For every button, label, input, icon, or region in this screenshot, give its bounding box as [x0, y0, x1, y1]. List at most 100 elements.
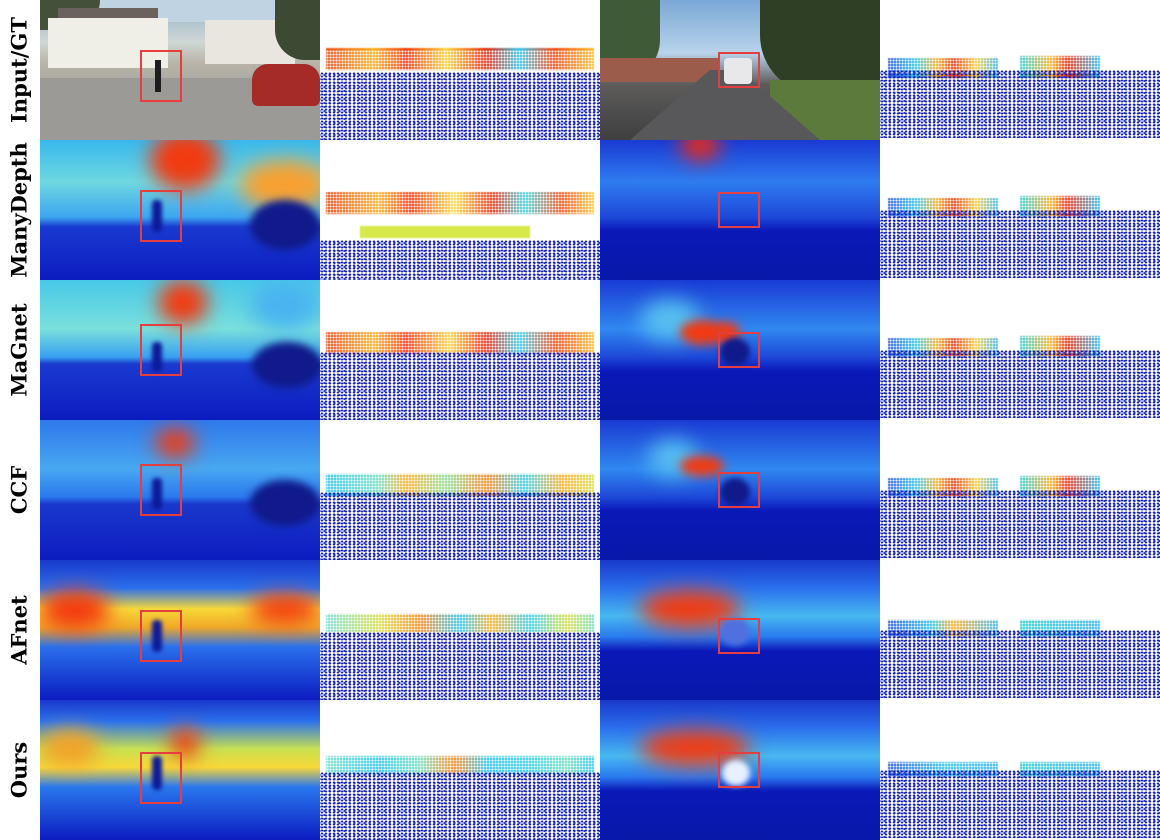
highlight-box	[140, 752, 182, 804]
highlight-box	[140, 190, 182, 242]
row-label-text: Input/GT	[6, 17, 32, 123]
row-label-text: AFnet	[6, 595, 32, 665]
pedestrian-silhouette	[152, 756, 162, 790]
row-label: Input/GT	[0, 0, 38, 140]
figure-row-manydepth: ManyDepth	[0, 140, 1160, 280]
van-silhouette	[720, 618, 750, 646]
error-map-scene-2	[880, 280, 1160, 420]
depth-blob-near	[155, 428, 195, 458]
sparse-ground-points	[880, 770, 1160, 838]
row-label: CCF	[0, 420, 38, 560]
depth-map-scene-2	[600, 700, 880, 840]
depth-blob-near	[40, 730, 100, 766]
error-map-scene-2	[880, 560, 1160, 700]
depth-blob-near	[40, 590, 110, 630]
pedestrian	[155, 60, 161, 92]
error-map-scene-1	[320, 560, 600, 700]
van-silhouette	[720, 338, 750, 366]
input-image-scene-1	[40, 0, 320, 140]
pedestrian-silhouette	[152, 200, 162, 232]
row-label: MaGnet	[0, 280, 38, 420]
sparse-gaps	[320, 330, 600, 354]
sparse-ground-points	[880, 70, 1160, 138]
depth-map-scene-2	[600, 140, 880, 280]
sparse-ground-points	[880, 210, 1160, 278]
sparse-ground-points	[320, 632, 600, 700]
error-map-scene-1	[320, 140, 600, 280]
highlight-box	[718, 192, 760, 228]
sparse-gaps	[320, 750, 600, 774]
highlight-box	[718, 472, 760, 508]
sparse-ground-points	[320, 492, 600, 560]
depth-blob	[250, 280, 320, 330]
figure-row-magnet: MaGnet	[0, 280, 1160, 420]
depth-map-scene-1	[40, 560, 320, 700]
white-van	[724, 58, 752, 84]
figure-row-ccf: CCF	[0, 420, 1160, 560]
sparse-gaps	[320, 190, 600, 214]
row-label: AFnet	[0, 560, 38, 700]
car-silhouette	[250, 200, 320, 250]
error-map-scene-2	[880, 700, 1160, 840]
row-label-text: MaGnet	[6, 303, 32, 397]
row-label: Ours	[0, 700, 38, 840]
input-image-scene-2	[600, 0, 880, 140]
gt-sparse-map-scene-2	[880, 0, 1160, 140]
highlight-box	[140, 50, 182, 102]
depth-blob-near	[680, 456, 724, 476]
tree	[760, 0, 880, 95]
car-silhouette	[252, 342, 320, 388]
figure-row-ours: Ours	[0, 700, 1160, 840]
depth-band	[360, 226, 530, 238]
depth-blob-near	[150, 140, 220, 190]
sparse-ground-points	[320, 240, 600, 280]
error-map-scene-1	[320, 280, 600, 420]
sparse-ground-points	[880, 490, 1160, 558]
highlight-box	[718, 618, 760, 654]
error-map-scene-2	[880, 140, 1160, 280]
sparse-gaps	[320, 50, 600, 74]
sparse-ground-points	[320, 772, 600, 840]
sparse-ground-points	[320, 72, 600, 140]
highlight-box	[140, 464, 182, 516]
highlight-box	[718, 332, 760, 368]
depth-map-scene-1	[40, 420, 320, 560]
error-map-scene-2	[880, 420, 1160, 560]
error-map-scene-1	[320, 420, 600, 560]
highlight-box	[718, 52, 760, 88]
van-silhouette	[722, 760, 750, 786]
depth-map-scene-2	[600, 280, 880, 420]
pedestrian-silhouette	[152, 342, 162, 372]
sparse-gaps	[320, 610, 600, 634]
error-map-scene-1	[320, 700, 600, 840]
depth-blob-near	[680, 140, 720, 160]
depth-map-scene-1	[40, 280, 320, 420]
pedestrian-silhouette	[152, 478, 162, 510]
house	[48, 18, 168, 68]
highlight-box	[140, 610, 182, 662]
row-label-text: ManyDepth	[6, 142, 32, 278]
depth-blob-near	[250, 594, 320, 624]
row-label: ManyDepth	[0, 140, 38, 280]
gt-sparse-map-scene-1	[320, 0, 600, 140]
sparse-ground-points	[320, 352, 600, 420]
figure-row-afnet: AFnet	[0, 560, 1160, 700]
pedestrian-silhouette	[152, 620, 162, 652]
depth-map-scene-1	[40, 140, 320, 280]
red-car	[252, 64, 320, 106]
row-label-text: Ours	[6, 741, 32, 799]
car-silhouette	[250, 480, 320, 526]
depth-map-scene-1	[40, 700, 320, 840]
depth-map-scene-2	[600, 420, 880, 560]
highlight-box	[718, 752, 760, 788]
tree	[275, 0, 320, 60]
highlight-box	[140, 324, 182, 376]
depth-blob-near	[158, 280, 208, 325]
brick-wall	[600, 58, 720, 82]
sparse-gaps	[320, 470, 600, 494]
sparse-ground-points	[880, 350, 1160, 418]
sparse-ground-points	[880, 630, 1160, 698]
van-silhouette	[720, 478, 750, 506]
row-label-text: CCF	[6, 465, 32, 515]
figure-row-input-gt: Input/GT	[0, 0, 1160, 140]
